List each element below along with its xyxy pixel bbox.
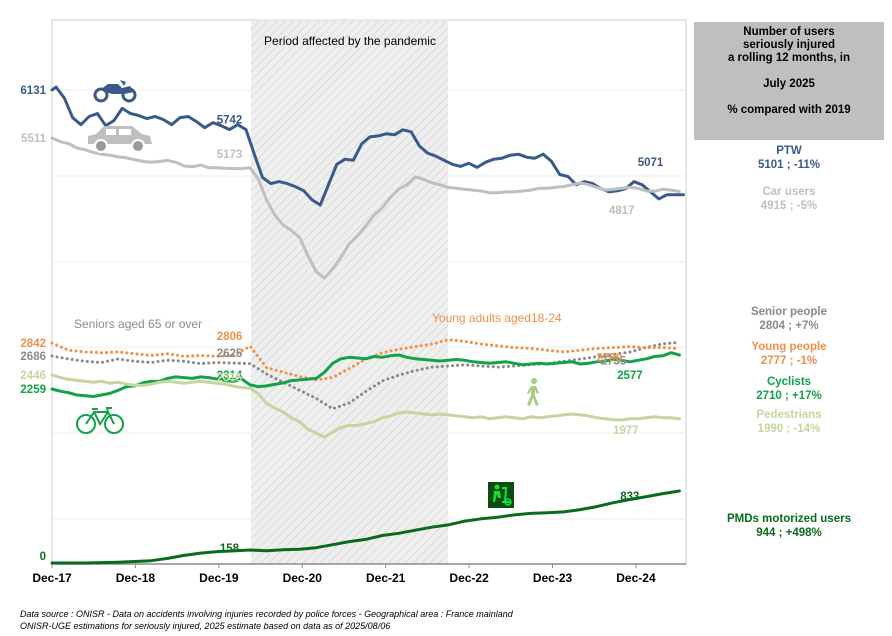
data-label-senior: 2686 [20, 351, 46, 363]
legend-comparison: % compared with 2019 [727, 104, 851, 116]
legend-pmd-summary: 944 ; +498% [756, 527, 822, 539]
series-line-pmd [50, 489, 681, 565]
x-tick-label: Dec-24 [616, 571, 656, 585]
legend-young-summary: 2777 ; -1% [760, 355, 818, 367]
legend-young: Young people 2777 ; -1% [694, 340, 884, 368]
legend-ptw: PTW 5101 ; -11% [694, 144, 884, 172]
data-label-pedestrians: 1977 [613, 425, 639, 437]
legend-pedestrians-name: Pedestrians [756, 409, 822, 421]
legend-senior-name: Senior people [750, 306, 828, 318]
data-label-young: 2790 [596, 353, 622, 365]
pandemic-label: Period affected by the pandemic [264, 34, 436, 48]
legend-cyclists-name: Cyclists [766, 376, 812, 388]
motorcycle-icon [93, 80, 137, 103]
data-label-young: 2842 [20, 338, 46, 350]
legend-pedestrians-summary: 1990 ; -14% [757, 423, 821, 435]
x-tick-label: Dec-22 [449, 571, 489, 585]
legend-pmd-name: PMDs motorized users [727, 513, 851, 525]
data-label-cyclists: 2314 [217, 370, 243, 382]
legend-senior-summary: 2804 ; +7% [759, 320, 819, 332]
legend-young-name: Young people [751, 341, 827, 353]
legend-pedestrians: Pedestrians 1990 ; -14% [694, 408, 884, 436]
legend-ptw-name: PTW [776, 145, 802, 157]
scooter-icon [488, 482, 514, 508]
footer-estimation: ONISR-UGE estimations for seriously inju… [20, 621, 391, 631]
legend-ptw-summary: 5101 ; -11% [757, 159, 820, 171]
pandemic-shading [251, 21, 448, 564]
data-label-cyclists: 2259 [20, 384, 46, 396]
legend-period: July 2025 [763, 78, 815, 90]
data-label-ptw: 6131 [20, 85, 46, 97]
data-label-car: 5173 [217, 149, 243, 161]
bicycle-icon [76, 407, 124, 434]
data-labels: 6131 5742 5071 5511 5173 4817 2686 2625 2735 2842… [20, 85, 663, 563]
x-tick-label: Dec-20 [283, 571, 323, 585]
series-line-senior [50, 340, 681, 411]
data-label-ptw: 5742 [217, 115, 243, 127]
data-label-car: 4817 [609, 205, 635, 217]
data-label-cyclists: 2577 [617, 370, 643, 382]
legend-title-line: a rolling 12 months, in [727, 52, 851, 64]
data-label-car: 5511 [21, 133, 47, 145]
data-label-ptw: 5071 [638, 157, 664, 169]
pedestrian-icon [527, 378, 539, 406]
legend-title-line: Number of users [743, 26, 835, 38]
x-axis-ticks: Dec-17 Dec-18 Dec-19 Dec-20 Dec-21 Dec-22 Dec-… [32, 564, 656, 585]
data-label-young: 2806 [217, 331, 243, 343]
data-label-senior: 2735 [601, 355, 627, 367]
legend-pmd: PMDs motorized users 944 ; +498% [694, 512, 884, 540]
series-lines [50, 85, 685, 565]
data-label-pedestrians: 2315 [217, 373, 243, 385]
legend-title-box: Number of users seriously injured a roll… [694, 22, 884, 140]
data-label-pmd: 158 [220, 543, 240, 555]
legend-car-summary: 4915 ; -5% [760, 200, 818, 212]
young-adults-annotation: Young adults aged18-24 [432, 311, 562, 325]
footer-source: Data source : ONISR - Data on accidents … [20, 609, 513, 619]
x-tick-label: Dec-21 [366, 571, 406, 585]
data-label-senior: 2625 [217, 348, 243, 360]
data-label-pedestrians: 2446 [20, 370, 46, 382]
x-tick-label: Dec-19 [199, 571, 239, 585]
legend-senior: Senior people 2804 ; +7% [694, 305, 884, 333]
legend-title-line: seriously injured [742, 39, 836, 51]
x-tick-label: Dec-18 [116, 571, 156, 585]
legend-cyclists: Cyclists 2710 ; +17% [694, 375, 884, 403]
data-label-pmd: 833 [620, 491, 639, 503]
series-line-car [50, 136, 681, 280]
seniors-annotation: Seniors aged 65 or over [74, 317, 202, 331]
series-line-pedestrians [50, 373, 681, 439]
x-tick-label: Dec-17 [32, 571, 72, 585]
legend-car-name: Car users [762, 186, 816, 198]
data-label-pmd: 0 [40, 551, 46, 563]
legend-cyclists-summary: 2710 ; +17% [756, 390, 822, 402]
x-tick-label: Dec-23 [533, 571, 573, 585]
legend-car: Car users 4915 ; -5% [694, 185, 884, 213]
car-icon [88, 126, 152, 153]
